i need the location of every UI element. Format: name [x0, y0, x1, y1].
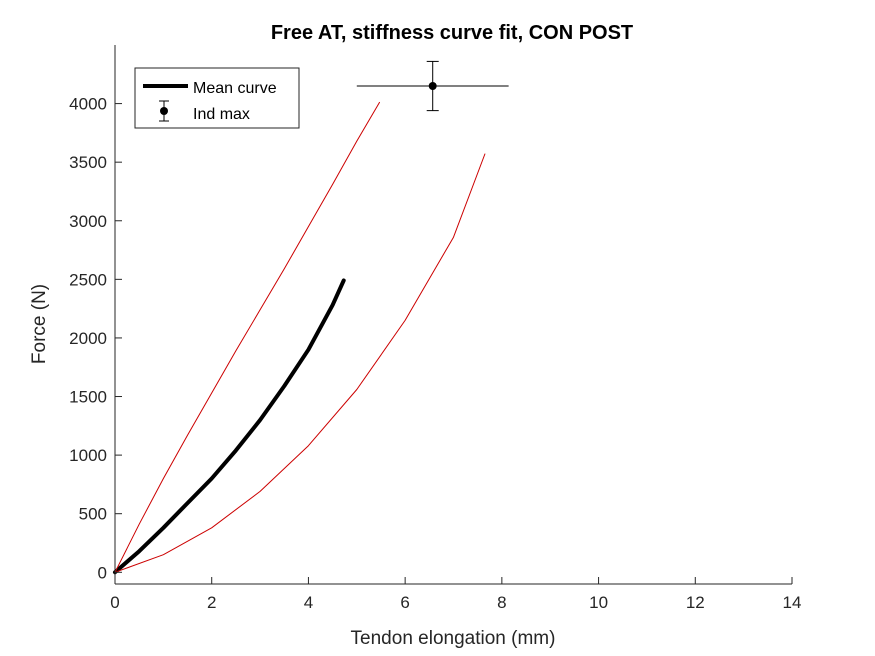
legend: Mean curve Ind max — [134, 67, 300, 129]
y-tick-label: 3500 — [69, 153, 107, 172]
x-tick-label: 2 — [207, 593, 216, 612]
y-tick-label: 3000 — [69, 212, 107, 231]
x-tick-label: 10 — [589, 593, 608, 612]
x-tick-label: 8 — [497, 593, 506, 612]
x-tick-label: 6 — [400, 593, 409, 612]
y-tick-label: 1000 — [69, 446, 107, 465]
y-tick-label: 0 — [98, 563, 107, 582]
plot-area — [113, 60, 509, 575]
x-axis-label: Tendon elongation (mm) — [351, 628, 556, 649]
mean-curve-line — [113, 278, 346, 575]
legend-label-mean-curve: Mean curve — [193, 80, 277, 97]
y-tick-label: 1500 — [69, 388, 107, 407]
chart-title: Free AT, stiffness curve fit, CON POST — [271, 22, 633, 44]
x-tick-label: 12 — [686, 593, 705, 612]
legend-box — [134, 67, 300, 129]
y-tick-label: 2000 — [69, 329, 107, 348]
axes: 0 2 4 6 8 10 12 14 0 500 1000 1500 2000 2500 3000 3500 4… — [69, 45, 801, 612]
x-tick-label: 0 — [110, 593, 119, 612]
bound-curve-line-3 — [114, 153, 486, 573]
y-tick-label: 4000 — [69, 95, 107, 114]
y-tick-label: 500 — [79, 505, 107, 524]
y-axis-label: Force (N) — [29, 284, 50, 364]
ind-max-point — [428, 82, 437, 91]
legend-swatch-ind-max — [159, 100, 169, 122]
bound-curve-line-2 — [114, 101, 380, 573]
x-tick-label: 14 — [783, 593, 802, 612]
legend-label-ind-max: Ind max — [193, 106, 250, 123]
x-tick-label: 4 — [304, 593, 313, 612]
ind-max-errorbar — [356, 60, 509, 112]
y-tick-label: 2500 — [69, 270, 107, 289]
